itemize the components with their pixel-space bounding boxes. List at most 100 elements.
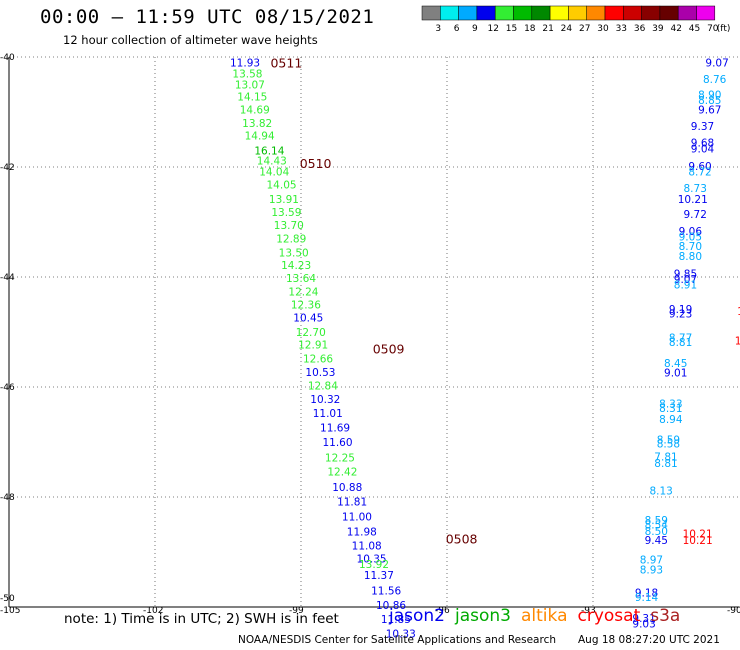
wave-height-value: 8.45 (664, 358, 687, 370)
page-subtitle: 12 hour collection of altimeter wave hei… (63, 33, 318, 47)
legend-label: 15 (506, 24, 517, 34)
wave-height-value: 12.84 (308, 380, 338, 392)
legend-label: 21 (542, 24, 553, 34)
wave-height-value: 10.21 (683, 528, 713, 540)
wave-height-value: 14.23 (281, 260, 311, 272)
wave-height-value: 8.94 (659, 414, 683, 426)
lon-tick-label: -105 (0, 606, 20, 616)
legend-label: 9 (472, 24, 478, 34)
wave-height-value: 9.85 (674, 269, 697, 281)
wave-height-value: 8.13 (649, 485, 672, 497)
wave-height-value: 9.07 (674, 274, 697, 286)
wave-height-value: 8.90 (698, 89, 721, 101)
wave-height-value: 10 (735, 335, 740, 347)
wave-height-value: 8.70 (679, 241, 702, 253)
wave-height-value: 14.69 (240, 104, 270, 116)
wave-height-value: 8.81 (654, 458, 677, 470)
wave-height-value: 10.32 (310, 394, 340, 406)
satellite-label-jason2: jason2 (389, 606, 445, 626)
legend-label: 42 (670, 24, 681, 34)
wave-height-value: 14.04 (259, 166, 289, 178)
wave-height-value: 10.21 (678, 194, 708, 206)
wave-height-value: 9.23 (669, 308, 692, 320)
wave-height-value: 11.37 (364, 570, 394, 582)
wave-height-value: 8.31 (659, 403, 682, 415)
wave-height-value: 8.80 (679, 251, 702, 263)
wave-height-value: 13.82 (242, 118, 272, 130)
legend-label: 6 (454, 24, 460, 34)
wave-height-value: 9.14 (635, 592, 659, 604)
wave-height-value: 9.19 (669, 304, 692, 316)
legend-unit: (ft) (717, 24, 731, 34)
wave-height-value: 10.45 (293, 313, 323, 325)
wave-height-value: 11.01 (313, 408, 343, 420)
satellite-label-s3a: s3a (650, 606, 681, 626)
wave-height-value: 8.77 (669, 333, 692, 345)
legend-swatch (696, 5, 716, 21)
wave-height-value: 11.69 (320, 423, 350, 435)
wave-height-value: 9.67 (698, 104, 721, 116)
page-title: 00:00 – 11:59 UTC 08/15/2021 (40, 6, 375, 28)
wave-height-value: 8.59 (657, 434, 680, 446)
track-time-label: 0511 (270, 56, 302, 71)
lat-tick-label: -48 (0, 493, 15, 503)
wave-height-value: 10.86 (376, 600, 406, 612)
wave-height-value: 12.42 (327, 467, 357, 479)
wave-height-value: 14.43 (257, 155, 287, 167)
legend-label: 39 (652, 24, 664, 34)
wave-height-value: 10.33 (386, 628, 416, 640)
wave-height-value: 9.01 (664, 368, 687, 380)
wave-height-value: 8.59 (645, 515, 668, 527)
wave-height-value: 13.59 (271, 207, 301, 219)
wave-height-value: 12.70 (296, 327, 326, 339)
wave-height-value: 11.00 (342, 511, 372, 523)
footnote: note: 1) Time is in UTC; 2) SWH is in fe… (64, 611, 339, 627)
wave-height-value: 13.91 (269, 194, 299, 206)
legend-label: 12 (487, 24, 498, 34)
wave-height-value: 14.94 (245, 131, 275, 143)
credit-line: NOAA/NESDIS Center for Satellite Applica… (238, 634, 556, 646)
lat-tick-label: -46 (0, 383, 15, 393)
wave-height-value: 12.91 (298, 340, 328, 352)
lon-tick-label: -99 (289, 606, 304, 616)
wave-height-value: 8.58 (657, 439, 680, 451)
wave-height-value: 12.89 (276, 234, 306, 246)
wave-height-value: 13.50 (279, 247, 309, 259)
wave-height-value: 9.04 (691, 143, 715, 155)
wave-height-value: 11.60 (322, 437, 352, 449)
wave-height-value: 9.31 (632, 613, 655, 625)
wave-height-value: 14.05 (267, 180, 297, 192)
satellite-label-cryosat: cryosat (577, 606, 641, 626)
wave-height-value: 8.50 (645, 526, 668, 538)
wave-height-value: 11.93 (230, 58, 260, 70)
wave-height-value: 8.97 (640, 555, 663, 567)
lon-tick-label: -96 (435, 606, 450, 616)
track-time-label: 0510 (300, 156, 332, 171)
legend-label: 18 (524, 24, 536, 34)
legend-label: 3 (435, 24, 441, 34)
wave-height-value: 10.35 (357, 554, 387, 566)
satellite-legend: jason2 jason3 altika cryosat s3a (389, 606, 690, 626)
lon-tick-label: -102 (143, 606, 163, 616)
wave-height-value: 11.85 (381, 614, 411, 626)
wave-height-value: 14.15 (237, 92, 267, 104)
wave-height-value: 10.88 (332, 482, 362, 494)
wave-height-value: 8.85 (698, 95, 721, 107)
lat-tick-label: -40 (0, 53, 15, 63)
wave-height-value: 13.64 (286, 273, 316, 285)
wave-height-value: 10.21 (683, 535, 713, 547)
lat-tick-label: -44 (0, 273, 15, 283)
wave-height-value: 10.53 (305, 367, 335, 379)
lat-tick-label: -50 (0, 594, 15, 604)
legend-label: 45 (689, 24, 700, 34)
lon-tick-label: -93 (581, 606, 596, 616)
lon-tick-label: -90 (727, 606, 740, 616)
wave-height-value: 9.68 (691, 137, 714, 149)
wave-height-value: 9.07 (705, 58, 728, 70)
generated-timestamp: Aug 18 08:27:20 UTC 2021 (578, 634, 720, 646)
wave-height-value: 11.81 (337, 496, 367, 508)
wave-height-value: 13.70 (274, 220, 304, 232)
wave-height-value: 9.60 (688, 161, 711, 173)
